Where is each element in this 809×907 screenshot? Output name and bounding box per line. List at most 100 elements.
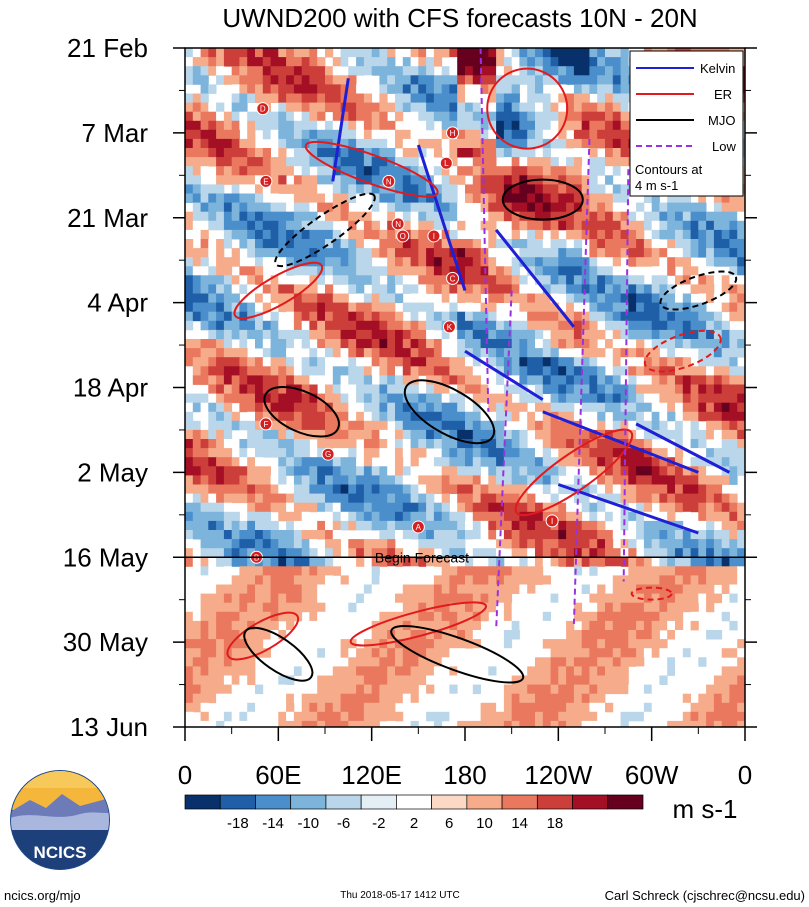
heatmap-cell [659,429,668,440]
heatmap-cell [542,720,551,727]
heatmap-cell [612,520,621,531]
heatmap-cell [511,57,520,67]
heatmap-cell [682,657,691,667]
heatmap-cell [573,393,583,404]
heatmap-cell [449,211,458,222]
heatmap-cell [457,284,466,294]
heatmap-cell [208,657,217,667]
heatmap-cell [721,366,730,376]
heatmap-cell [675,311,684,322]
heatmap-cell [519,348,528,358]
heatmap-cell [340,320,349,331]
heatmap-cell [706,239,715,249]
heatmap-cell [387,557,396,567]
heatmap-cell [200,575,209,585]
heatmap-cell [441,202,450,213]
heatmap-cell [348,311,357,322]
heatmap-cell [433,84,443,94]
heatmap-cell [636,657,645,667]
heatmap-cell [309,102,318,113]
heatmap-cell [247,266,256,276]
heatmap-cell [511,466,520,476]
heatmap-cell [356,275,365,285]
heatmap-cell [589,275,598,285]
heatmap-cell [402,439,411,449]
heatmap-cell [208,429,217,440]
heatmap-cell [643,393,653,404]
heatmap-cell [480,666,489,676]
heatmap-cell [519,284,528,294]
heatmap-cell [550,366,559,376]
heatmap-cell [348,93,357,103]
heatmap-cell [605,630,614,640]
kelvin-contour [464,349,544,401]
heatmap-cell [309,520,318,531]
heatmap-cell [465,502,474,513]
heatmap-cell [216,266,225,276]
heatmap-cell [636,320,645,331]
heatmap-cell [332,348,341,358]
heatmap-cell [667,584,676,594]
heatmap-cell [581,630,590,640]
heatmap-cell [208,102,217,113]
heatmap-cell [472,102,481,113]
legend-label-low: Low [712,139,736,154]
heatmap-cell [457,348,466,358]
heatmap-cell [418,93,427,103]
heatmap-cell [706,602,715,613]
heatmap-cell [511,102,520,113]
heatmap-cell [192,666,201,676]
heatmap-cell [573,266,583,276]
heatmap-cell [387,320,396,331]
heatmap-cell [301,66,310,76]
heatmap-cell [309,575,318,585]
heatmap-cell [340,193,349,203]
heatmap-cell [573,357,583,367]
heatmap-cell [636,275,645,285]
heatmap-cell [270,193,279,203]
storm-letter: E [263,177,268,186]
heatmap-cell [612,402,621,413]
heatmap-cell [433,311,443,322]
heatmap-cell [286,484,295,494]
heatmap-cell [636,384,645,394]
heatmap-cell [581,102,590,113]
heatmap-cell [636,602,645,613]
heatmap-cell [185,138,194,149]
heatmap-cell [410,566,419,576]
heatmap-cell [465,593,474,604]
heatmap-cell [293,57,303,67]
heatmap-cell [371,193,380,203]
storm-marker [259,174,273,188]
heatmap-cell [278,666,287,676]
heatmap-cell [612,239,621,249]
heatmap-cell [698,284,707,294]
heatmap-cell [301,184,310,194]
heatmap-cell [542,575,551,585]
heatmap-cell [317,175,326,185]
heatmap-cell [208,375,217,385]
heatmap-cell [589,711,598,722]
heatmap-cell [566,257,575,267]
heatmap-cell [503,120,513,131]
heatmap-cell [410,511,419,522]
heatmap-cell [589,129,598,140]
heatmap-cell [200,702,209,713]
heatmap-cell [293,520,303,531]
heatmap-cell [643,411,653,422]
heatmap-cell [192,93,201,103]
heatmap-cell [457,384,466,394]
heatmap-cell [223,402,233,413]
heatmap-cell [457,448,466,458]
heatmap-cell [379,548,388,558]
heatmap-cell [255,475,264,485]
heatmap-cell [309,348,318,358]
heatmap-cell [675,202,684,213]
heatmap-cell [690,375,699,385]
heatmap-cell [737,693,745,704]
heatmap-cell [395,329,404,340]
heatmap-cell [542,66,551,76]
heatmap-cell [371,184,380,194]
heatmap-cell [636,630,645,640]
heatmap-cell [356,720,365,727]
